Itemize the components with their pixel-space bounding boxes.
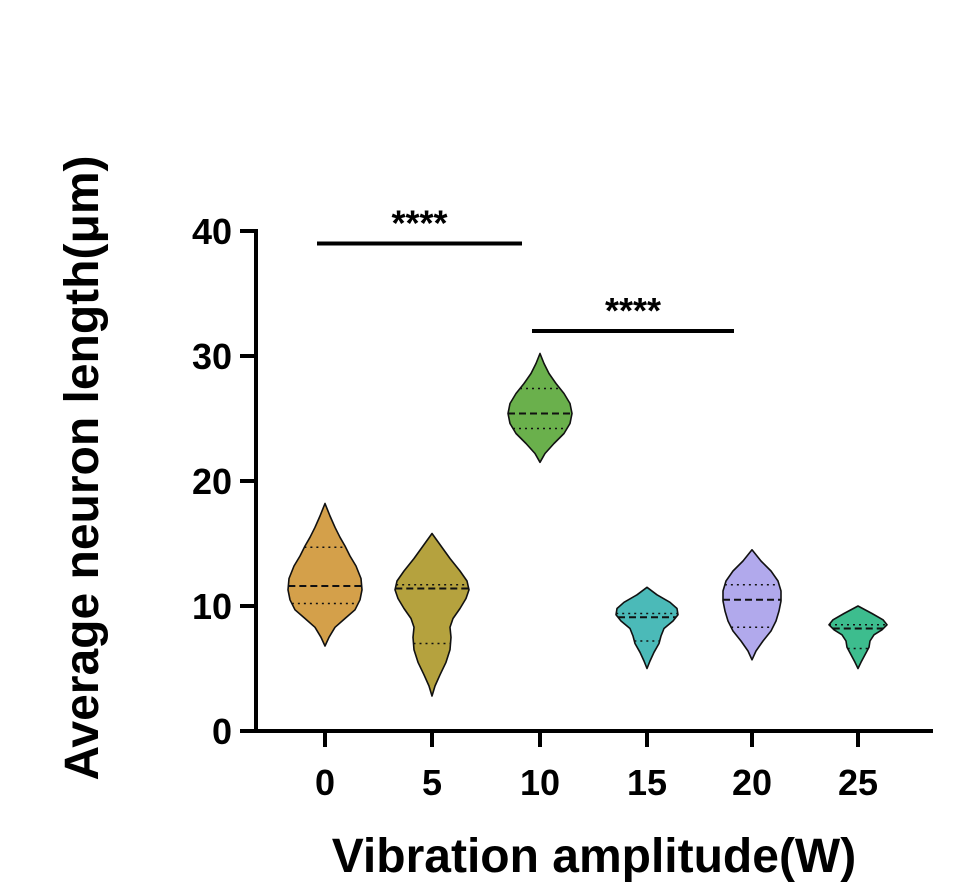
- y-tick-label: 30: [192, 336, 232, 377]
- violin-0: [287, 502, 363, 647]
- violin-body: [287, 502, 363, 647]
- y-tick-label: 0: [212, 711, 232, 752]
- y-axis-label: Average neuron length(μm): [56, 156, 109, 781]
- violin-body: [722, 549, 782, 661]
- significance-label: ****: [605, 290, 661, 331]
- violin-body: [394, 532, 470, 697]
- violin-series: [287, 352, 888, 697]
- violin-5: [394, 532, 470, 697]
- violin-body: [507, 352, 573, 464]
- violin-body: [828, 605, 888, 670]
- y-tick-label: 40: [192, 211, 232, 252]
- x-tick-label: 0: [315, 762, 335, 803]
- x-tick-label: 20: [732, 762, 772, 803]
- violin-10: [507, 352, 573, 464]
- y-tick-label: 20: [192, 461, 232, 502]
- x-tick-label: 15: [627, 762, 667, 803]
- x-tick-label: 5: [422, 762, 442, 803]
- y-axis-ticks: 0 10 20 30 40: [192, 211, 256, 752]
- x-axis-label: Vibration amplitude(W): [332, 830, 856, 883]
- x-tick-label: 25: [838, 762, 878, 803]
- x-axis-ticks: 0 5 10 15 20 25: [315, 731, 878, 803]
- violin-20: [722, 549, 782, 661]
- violin-15: [615, 586, 679, 670]
- y-tick-label: 10: [192, 586, 232, 627]
- significance-label: ****: [391, 203, 447, 244]
- violin-body: [615, 586, 679, 670]
- violin-25: [828, 605, 888, 670]
- significance-annotations: **** ****: [317, 203, 734, 333]
- axes: [254, 229, 933, 733]
- x-tick-label: 10: [520, 762, 560, 803]
